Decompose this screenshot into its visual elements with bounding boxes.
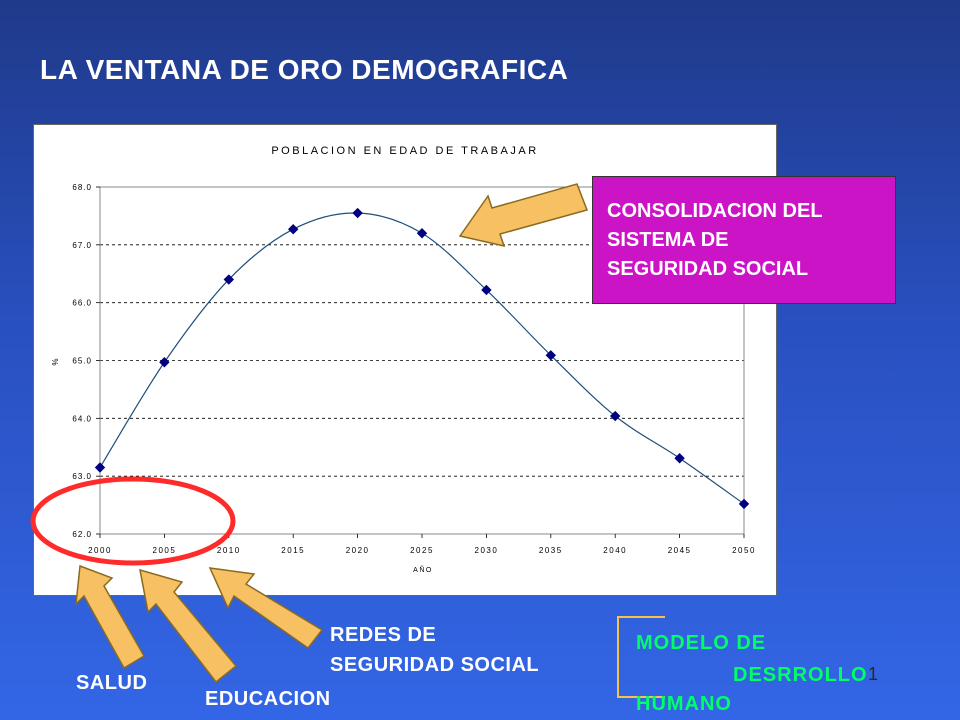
data-point: [159, 357, 170, 368]
label-redes-seguridad: REDES DE SEGURIDAD SOCIAL: [330, 620, 539, 680]
label-redes-line-2: SEGURIDAD SOCIAL: [330, 654, 540, 676]
slide-number: 1: [868, 664, 879, 684]
callout-line-3: SEGURIDAD SOCIAL: [607, 258, 809, 280]
x-tick-label: 2050: [732, 546, 756, 555]
x-tick-label: 2040: [603, 546, 627, 555]
series-layer: [94, 207, 750, 510]
x-axis-label: AÑO: [413, 565, 433, 574]
y-tick-label: 65.0: [72, 357, 92, 366]
modelo-line-3: HUMANO: [636, 693, 732, 715]
slide-title: LA VENTANA DE ORO DEMOGRAFICA: [40, 54, 569, 85]
y-tick-label: 68.0: [72, 183, 92, 192]
x-tick-label: 2035: [539, 546, 563, 555]
data-point: [609, 410, 621, 422]
modelo-bracket: [617, 616, 665, 698]
data-point: [545, 350, 557, 361]
data-point: [416, 228, 428, 239]
x-tick-label: 2025: [410, 546, 434, 555]
label-redes-line-1: REDES DE: [330, 624, 437, 646]
label-salud: SALUD: [76, 672, 148, 694]
y-tick-label: 62.0: [72, 530, 92, 539]
x-tick-label: 2005: [153, 546, 177, 555]
x-tick-label: 2010: [217, 546, 241, 555]
x-tick-label: 2015: [281, 546, 305, 555]
x-tick-label: 2000: [88, 546, 112, 555]
y-axis-label: %: [51, 358, 60, 365]
data-point: [352, 207, 363, 219]
y-tick-label: 67.0: [72, 241, 92, 250]
callout-consolidacion: CONSOLIDACION DEL SISTEMA DE SEGURIDAD S…: [592, 176, 896, 304]
highlight-ellipse: [30, 476, 236, 566]
label-educacion: EDUCACION: [205, 688, 331, 710]
arrow-salud: [75, 564, 146, 670]
x-tick-label: 2030: [475, 546, 499, 555]
y-tick-label: 64.0: [72, 414, 92, 423]
data-point: [287, 224, 299, 235]
modelo-line-1: MODELO DE: [636, 632, 767, 654]
data-point: [738, 498, 750, 510]
x-tick-label: 2045: [668, 546, 692, 555]
data-point: [223, 274, 235, 285]
chart-title: POBLACION EN EDAD DE TRABAJAR: [271, 145, 538, 157]
arrow-redes: [208, 567, 324, 650]
callout-line-2: SISTEMA DE: [607, 229, 729, 251]
x-tick-label: 2020: [346, 546, 370, 555]
arrow-to-peak: [458, 183, 588, 248]
modelo-line-2: DESRROLLO: [733, 664, 868, 686]
data-point: [674, 453, 685, 464]
arrow-educacion: [139, 568, 238, 684]
data-point: [481, 284, 492, 296]
data-point: [94, 462, 106, 473]
y-tick-label: 63.0: [72, 472, 92, 481]
axis-layer: 62.0 63.0 64.0 65.0 66.0 67.0 68.0 2000 2005 2010…: [72, 183, 756, 555]
y-tick-label: 66.0: [72, 299, 92, 308]
series-line: [99, 212, 745, 505]
callout-line-1: CONSOLIDACION DEL: [607, 200, 823, 222]
